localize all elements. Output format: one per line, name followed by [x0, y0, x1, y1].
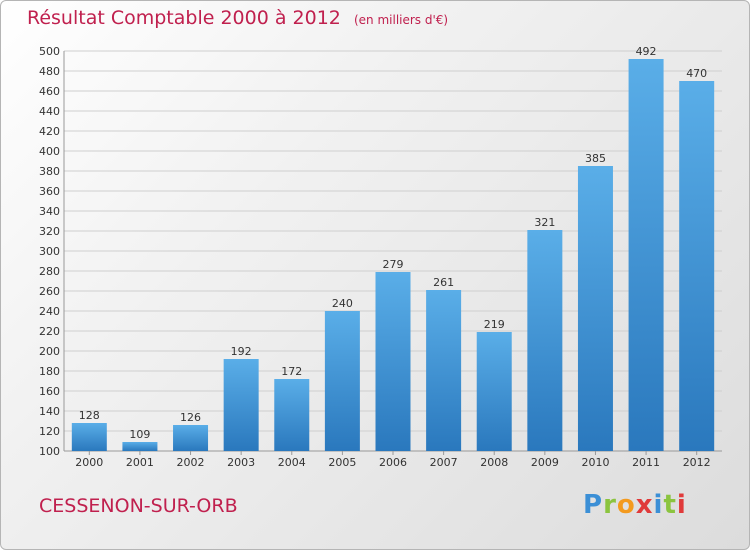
- y-tick-label: 340: [39, 205, 60, 218]
- title-row: Résultat Comptable 2000 à 2012 (en milli…: [27, 7, 448, 29]
- y-tick-label: 440: [39, 105, 60, 118]
- x-tick-label: 2007: [430, 456, 458, 469]
- bar-2008: [476, 332, 512, 451]
- x-tick-label: 2003: [227, 456, 255, 469]
- bar-2009: [527, 230, 563, 451]
- y-tick-label: 300: [39, 245, 60, 258]
- data-label: 321: [534, 216, 555, 229]
- x-tick-label: 2005: [328, 456, 356, 469]
- y-tick-label: 500: [39, 45, 60, 58]
- y-tick-label: 400: [39, 145, 60, 158]
- bar-2011: [628, 59, 664, 451]
- data-label: 219: [484, 318, 505, 331]
- y-tick-label: 460: [39, 85, 60, 98]
- data-label: 279: [383, 258, 404, 271]
- bar-2007: [426, 290, 462, 451]
- data-label: 109: [129, 428, 150, 441]
- bar-2010: [577, 166, 613, 451]
- y-tick-label: 180: [39, 365, 60, 378]
- bar-2002: [173, 425, 209, 451]
- chart-title: Résultat Comptable 2000 à 2012: [27, 7, 341, 29]
- y-tick-label: 380: [39, 165, 60, 178]
- y-tick-label: 280: [39, 265, 60, 278]
- proxiti-logo: Proxiti: [583, 490, 687, 520]
- data-label: 470: [686, 67, 707, 80]
- y-tick-label: 220: [39, 325, 60, 338]
- data-label: 192: [231, 345, 252, 358]
- data-labels: 128 109 126 192 172 240 279 261 219 321 385 492 470: [79, 45, 707, 441]
- x-tick-label: 2011: [632, 456, 660, 469]
- bars: [71, 59, 715, 451]
- x-tick-label: 2006: [379, 456, 407, 469]
- y-tick-label: 360: [39, 185, 60, 198]
- x-tick-label: 2004: [278, 456, 306, 469]
- x-tick-label: 2008: [480, 456, 508, 469]
- x-tick-label: 2000: [75, 456, 103, 469]
- y-tick-label: 120: [39, 425, 60, 438]
- y-tick-label: 420: [39, 125, 60, 138]
- x-tick-label: 2001: [126, 456, 154, 469]
- y-tick-label: 480: [39, 65, 60, 78]
- x-tick-label: 2009: [531, 456, 559, 469]
- bar-2000: [71, 423, 107, 451]
- bar-2004: [274, 379, 310, 451]
- data-label: 261: [433, 276, 454, 289]
- data-label: 240: [332, 297, 353, 310]
- y-tick-label: 140: [39, 405, 60, 418]
- data-label: 492: [636, 45, 657, 58]
- bar-2005: [324, 311, 360, 451]
- data-label: 385: [585, 152, 606, 165]
- y-tick-label: 320: [39, 225, 60, 238]
- data-label: 172: [281, 365, 302, 378]
- bar-2006: [375, 272, 411, 451]
- y-tick-label: 100: [39, 445, 60, 458]
- bar-2012: [679, 81, 715, 451]
- chart-unit: (en milliers d'€): [353, 13, 449, 27]
- y-tick-label: 260: [39, 285, 60, 298]
- bar-2003: [223, 359, 259, 451]
- commune-name: CESSENON-SUR-ORB: [39, 495, 238, 517]
- x-tick-label: 2012: [683, 456, 711, 469]
- bar-2001: [122, 442, 158, 451]
- x-tick-label: 2010: [581, 456, 609, 469]
- data-label: 128: [79, 409, 100, 422]
- x-tick-label: 2002: [177, 456, 205, 469]
- x-axis: 2000 2001 2002 2003 2004 2005 2006 2007 2008 2009…: [75, 451, 711, 469]
- y-tick-label: 240: [39, 305, 60, 318]
- data-label: 126: [180, 411, 201, 424]
- y-tick-label: 160: [39, 385, 60, 398]
- y-tick-label: 200: [39, 345, 60, 358]
